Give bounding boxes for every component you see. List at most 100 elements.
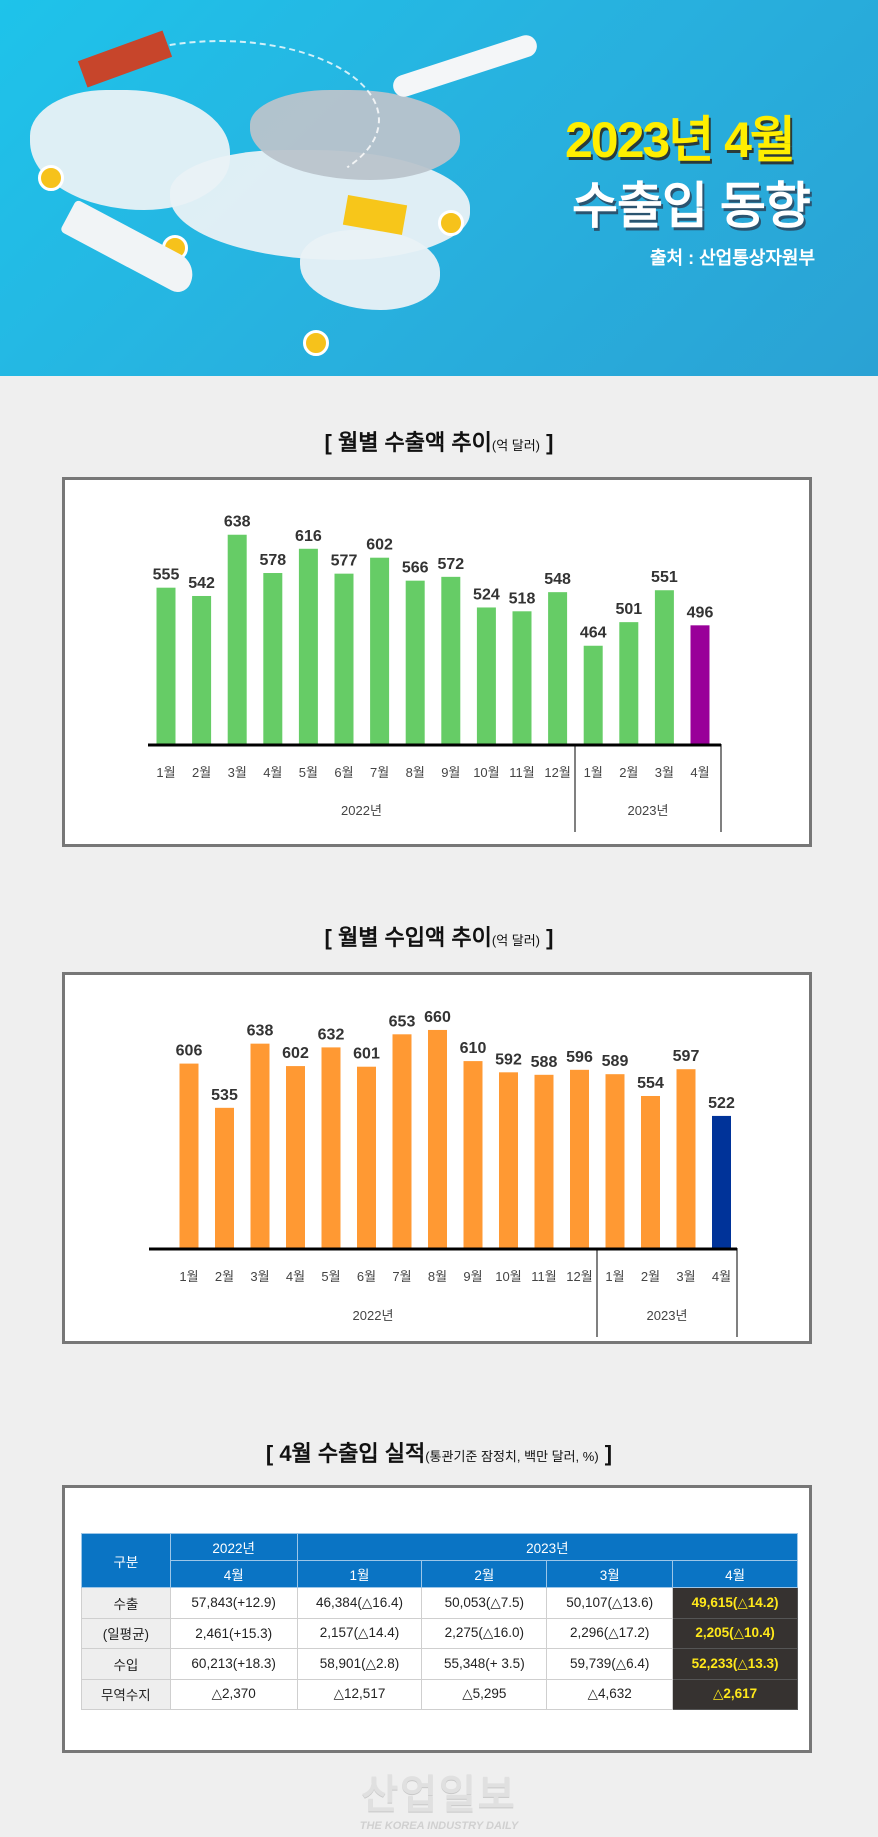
data-label: 501	[615, 601, 642, 618]
watermark-sub: THE KOREA INDUSTRY DAILY	[359, 1820, 519, 1832]
data-label: 464	[580, 625, 607, 642]
bar	[298, 548, 318, 744]
highlight-cell: 49,615(△14.2)	[672, 1587, 798, 1619]
data-label: 566	[402, 560, 429, 577]
tick-label: 5월	[321, 1269, 340, 1284]
tick-label: 2월	[641, 1269, 660, 1284]
year-header: 2022년	[169, 1533, 298, 1561]
table-row: (일평균) 2,461(+15.3) 2,157(△14.4) 2,275(△16.0…	[81, 1617, 798, 1649]
bar	[263, 573, 283, 744]
tick-label: 7월	[392, 1269, 411, 1284]
table-cell: 50,053(△7.5)	[421, 1587, 548, 1619]
bar	[676, 1069, 696, 1248]
bar	[250, 1043, 270, 1248]
row-label: 무역수지	[81, 1678, 171, 1710]
bracket: ]	[546, 925, 554, 950]
data-label: 602	[366, 537, 393, 554]
chart-unit: (억 달러)	[491, 438, 541, 453]
tick-label: 7월	[370, 765, 389, 780]
bar	[654, 590, 674, 744]
table-cell: △5,295	[421, 1678, 548, 1710]
data-label: 588	[531, 1054, 558, 1071]
bar	[534, 1074, 554, 1248]
page-subtitle: 수출입 동향	[572, 178, 811, 234]
tick-label: 11월	[509, 765, 534, 780]
month-header: 4월	[672, 1560, 798, 1588]
table-cell: 58,901(△2.8)	[296, 1648, 423, 1680]
row-label: 수입	[81, 1648, 171, 1680]
month-header: 1월	[296, 1560, 423, 1588]
table-title: [ 4월 수출입 실적(통관기준 잠정치, 백만 달러, %) ]	[0, 1436, 878, 1468]
bar	[570, 1069, 589, 1248]
row-label: 수출	[81, 1587, 171, 1619]
bar	[428, 1029, 447, 1248]
tick-label: 6월	[334, 765, 353, 780]
tick-label: 2월	[215, 1269, 234, 1284]
data-label: 578	[259, 552, 286, 569]
data-label: 572	[437, 556, 464, 573]
tick-label: 9월	[463, 1269, 482, 1284]
tick-label: 1월	[605, 1269, 624, 1284]
tick-label: 4월	[286, 1269, 305, 1284]
data-label: 638	[224, 514, 251, 531]
chart-title-text: [ 월별 수출액 추이	[324, 430, 492, 455]
bar	[690, 625, 710, 744]
highlight-cell: 2,205(△10.4)	[672, 1617, 798, 1649]
bar	[156, 587, 176, 744]
data-label: 577	[331, 553, 358, 570]
location-pin-icon	[38, 165, 64, 191]
tick-label: 4월	[263, 765, 282, 780]
page-title: 2023년 4월	[565, 112, 796, 168]
data-label: 542	[188, 575, 215, 592]
bar	[392, 1034, 412, 1248]
tick-label: 9월	[441, 765, 460, 780]
export-chart-title: [ 월별 수출액 추이(억 달러) ]	[0, 425, 878, 457]
bracket: ]	[604, 1441, 613, 1466]
month-header: 2월	[421, 1560, 548, 1588]
bar	[357, 1066, 376, 1248]
bar	[619, 622, 639, 744]
chart-unit: (억 달러)	[491, 933, 541, 948]
data-label: 554	[637, 1075, 664, 1092]
bar	[179, 1063, 199, 1248]
data-label: 610	[460, 1040, 487, 1057]
table-header-row: 4월 1월 2월 3월 4월	[82, 1560, 798, 1588]
data-label: 551	[651, 569, 678, 586]
tick-label: 4월	[690, 765, 709, 780]
bar	[499, 1072, 518, 1248]
group-label: 2022년	[353, 1308, 394, 1323]
bar	[334, 573, 354, 744]
export-chart-box	[62, 477, 812, 847]
data-label: 632	[318, 1026, 345, 1043]
bar	[548, 592, 568, 744]
bar	[227, 534, 247, 744]
highlight-cell: 52,233(△13.3)	[672, 1648, 798, 1680]
table-cell: 57,843(+12.9)	[169, 1587, 298, 1619]
tick-label: 4월	[712, 1269, 731, 1284]
table-unit: (통관기준 잠정치, 백만 달러, %)	[425, 1449, 599, 1464]
data-label: 522	[708, 1095, 735, 1112]
month-header: 4월	[169, 1560, 298, 1588]
bar	[405, 580, 425, 744]
data-label: 638	[247, 1023, 274, 1040]
data-label: 548	[544, 571, 571, 588]
location-pin-icon	[438, 210, 464, 236]
data-label: 496	[687, 604, 714, 621]
route-line	[60, 40, 380, 200]
data-label: 524	[473, 586, 500, 603]
bar	[192, 595, 212, 744]
bar	[605, 1074, 625, 1248]
import-chart-title: [ 월별 수입액 추이(억 달러) ]	[0, 920, 878, 952]
data-label: 596	[566, 1049, 593, 1066]
table-title-text: [ 4월 수출입 실적	[265, 1441, 426, 1466]
table-cell: 2,157(△14.4)	[296, 1617, 423, 1649]
table-cell: 50,107(△13.6)	[546, 1587, 674, 1619]
corner-header: 구분	[81, 1533, 171, 1588]
tick-label: 2월	[192, 765, 211, 780]
table-row: 무역수지 △2,370 △12,517 △5,295 △4,632 △2,617	[81, 1678, 798, 1710]
tick-label: 3월	[250, 1269, 269, 1284]
table-cell: △12,517	[296, 1678, 423, 1710]
bar	[712, 1115, 731, 1248]
